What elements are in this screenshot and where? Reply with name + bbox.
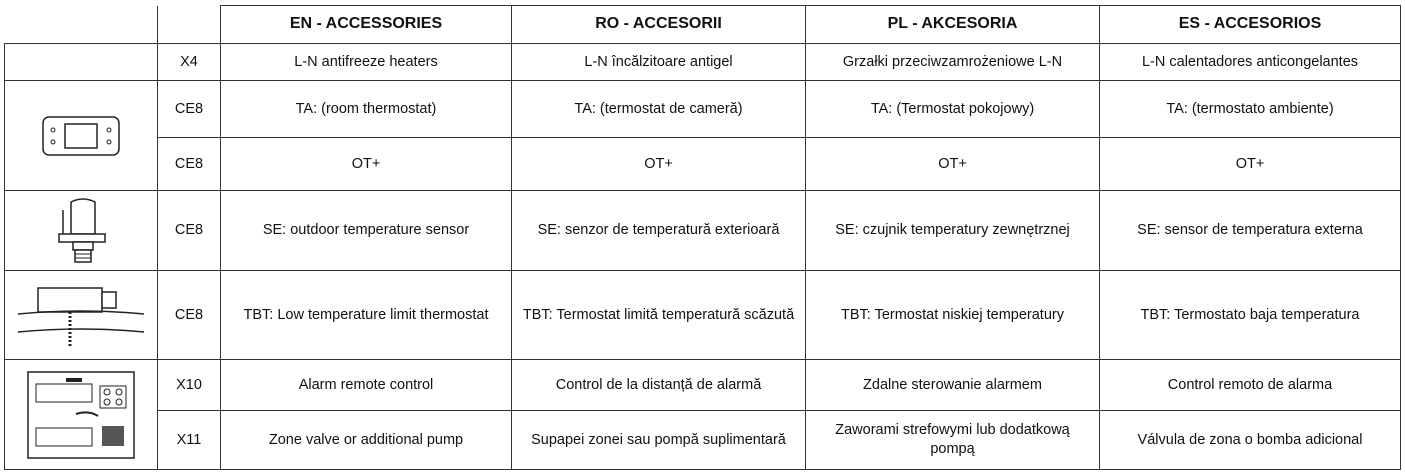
- cell: TBT: Termostat niskiej temperatury: [805, 270, 1100, 360]
- code-cell: CE8: [157, 137, 221, 191]
- thermostat-icon: [42, 115, 120, 156]
- icon-cell: [4, 43, 158, 81]
- cell: SE: sensor de temperatura externa: [1099, 190, 1401, 271]
- cell: TA: (termostat de cameră): [511, 80, 806, 138]
- code-cell: CE8: [157, 190, 221, 271]
- cell: TBT: Low temperature limit thermostat: [220, 270, 512, 360]
- cell: TBT: Termostato baja temperatura: [1099, 270, 1401, 360]
- cell: Zaworami strefowymi lub dodatkową pompą: [805, 410, 1100, 470]
- cell: Grzałki przeciwzamrożeniowe L-N: [805, 43, 1100, 81]
- cell: OT+: [1099, 137, 1401, 191]
- limit-thermostat-icon: [17, 287, 145, 346]
- cell: TA: (termostato ambiente): [1099, 80, 1401, 138]
- cell: TA: (Termostat pokojowy): [805, 80, 1100, 138]
- accessories-table: EN - ACCESSORIES RO - ACCESORII PL - AKC…: [4, 5, 1401, 470]
- header-cell: RO - ACCESORII: [511, 5, 806, 44]
- icon-cell: [4, 270, 158, 360]
- icon-cell: [4, 80, 158, 191]
- row: X11 Zone valve or additional pump Supape…: [5, 410, 1401, 470]
- code-cell: X11: [157, 410, 221, 470]
- code-cell: CE8: [157, 80, 221, 138]
- code-cell: X10: [157, 359, 221, 411]
- cell: SE: senzor de temperatură exterioară: [511, 190, 806, 271]
- board-icon: [27, 370, 135, 459]
- cell: L-N antifreeze heaters: [220, 43, 512, 81]
- row: CE8 SE: outdoor temperature sensor SE: s…: [4, 190, 1401, 271]
- blank-cell: [4, 5, 158, 44]
- cell: TBT: Termostat limită temperatură scăzut…: [511, 270, 806, 360]
- header-cell: PL - AKCESORIA: [805, 5, 1100, 44]
- cell: Zdalne sterowanie alarmem: [805, 359, 1100, 411]
- cell: Control de la distanță de alarmă: [511, 359, 806, 411]
- header-cell: EN - ACCESSORIES: [220, 5, 512, 44]
- code-cell: CE8: [157, 270, 221, 360]
- cell: OT+: [220, 137, 512, 191]
- row: CE8 TA: (room thermostat) TA: (termostat…: [4, 80, 1401, 191]
- sensor-icon: [58, 197, 106, 263]
- cell: L-N încălzitoare antigel: [511, 43, 806, 81]
- row: CE8 TBT: Low temperature limit thermosta…: [4, 270, 1401, 360]
- code-cell: X4: [157, 43, 221, 81]
- cell: Supapei zonei sau pompă suplimentară: [511, 410, 806, 470]
- icon-cell: [4, 190, 158, 271]
- header-cell: ES - ACCESORIOS: [1099, 5, 1401, 44]
- blank-cell: [157, 5, 221, 44]
- cell: Alarm remote control: [220, 359, 512, 411]
- header-row: EN - ACCESSORIES RO - ACCESORII PL - AKC…: [4, 5, 1401, 44]
- icon-cell: [4, 359, 158, 470]
- row: X10 Alarm remote control Control de la d…: [4, 359, 1401, 470]
- cell: SE: outdoor temperature sensor: [220, 190, 512, 271]
- cell: OT+: [805, 137, 1100, 191]
- cell: Válvula de zona o bomba adicional: [1099, 410, 1401, 470]
- cell: OT+: [511, 137, 806, 191]
- cell: SE: czujnik temperatury zewnętrznej: [805, 190, 1100, 271]
- cell: Control remoto de alarma: [1099, 359, 1401, 411]
- row: X4 L-N antifreeze heaters L-N încălzitoa…: [4, 43, 1401, 81]
- cell: Zone valve or additional pump: [220, 410, 512, 470]
- cell: TA: (room thermostat): [220, 80, 512, 138]
- cell: L-N calentadores anticongelantes: [1099, 43, 1401, 81]
- row: CE8 OT+ OT+ OT+ OT+: [5, 137, 1401, 191]
